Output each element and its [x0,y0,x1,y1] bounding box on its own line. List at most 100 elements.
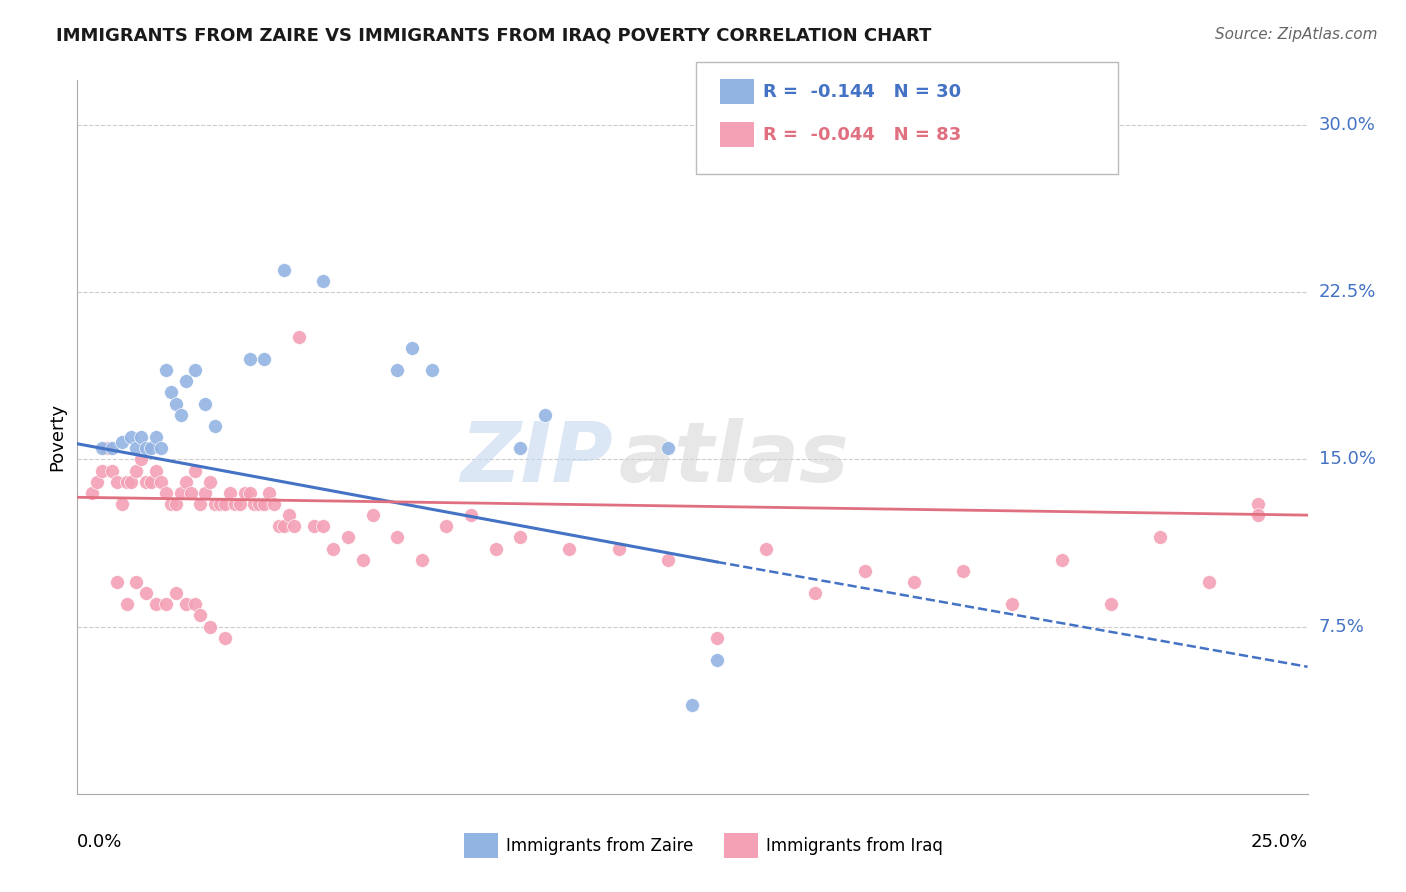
Point [184,363,207,377]
Point [337,530,360,544]
Text: ZIP: ZIP [460,418,613,499]
Point [204,497,226,511]
Point [111,434,132,449]
Point [312,519,335,533]
Point [155,485,177,500]
Point [105,574,128,589]
Point [129,430,153,444]
Point [509,530,531,544]
Text: 0.0%: 0.0% [77,833,122,851]
Point [194,485,217,500]
Point [125,442,148,455]
Point [180,485,202,500]
Point [125,464,148,478]
Point [706,653,728,667]
Point [135,586,157,600]
Text: atlas: atlas [619,418,849,499]
Point [278,508,301,523]
Point [1247,508,1270,523]
Point [224,497,246,511]
Point [219,485,242,500]
Point [184,464,207,478]
Point [322,541,344,556]
Point [952,564,974,578]
Point [160,497,183,511]
Point [558,541,581,556]
Point [804,586,827,600]
Point [209,497,232,511]
Point [145,430,167,444]
Point [170,485,193,500]
Point [214,497,236,511]
Point [607,541,630,556]
Text: 15.0%: 15.0% [1319,450,1375,468]
Point [174,375,197,389]
Point [1099,598,1122,612]
Point [288,330,311,344]
Point [302,519,325,533]
Point [436,519,458,533]
Point [105,475,128,489]
Point [214,631,236,645]
Point [188,608,212,623]
Point [82,485,104,500]
Point [165,586,187,600]
Point [239,485,262,500]
Point [269,519,291,533]
Point [657,552,679,567]
Point [141,475,163,489]
Point [86,475,108,489]
Point [200,475,222,489]
Text: Immigrants from Zaire: Immigrants from Zaire [506,837,693,855]
Point [174,475,197,489]
Point [90,442,114,455]
Point [411,552,433,567]
Point [174,598,197,612]
Point [657,442,679,455]
Point [145,464,167,478]
Point [385,530,409,544]
Point [150,475,173,489]
Point [188,497,212,511]
Point [385,363,409,377]
Point [263,497,285,511]
Point [200,619,222,633]
Point [115,598,138,612]
Point [101,442,124,455]
Text: R =  -0.144   N = 30: R = -0.144 N = 30 [763,83,962,101]
Point [253,351,276,366]
Text: Immigrants from Iraq: Immigrants from Iraq [766,837,943,855]
Point [121,430,143,444]
Point [401,341,423,355]
Point [194,396,217,410]
Point [853,564,876,578]
Point [228,497,252,511]
Point [204,418,226,433]
Point [141,442,163,455]
Point [534,408,557,422]
Point [243,497,266,511]
Point [273,263,295,277]
Point [155,598,177,612]
Point [135,475,157,489]
Point [115,475,138,489]
Point [903,574,925,589]
Point [145,598,167,612]
Point [150,442,173,455]
Point [135,442,157,455]
Point [160,385,183,400]
Point [184,598,207,612]
Point [121,475,143,489]
Point [485,541,508,556]
Text: 30.0%: 30.0% [1319,116,1375,134]
Point [352,552,374,567]
Text: R =  -0.044   N = 83: R = -0.044 N = 83 [763,126,962,144]
Point [239,351,262,366]
Point [129,452,153,467]
Point [273,519,295,533]
Point [1149,530,1171,544]
Y-axis label: Poverty: Poverty [48,403,66,471]
Point [420,363,443,377]
Text: 7.5%: 7.5% [1319,617,1365,636]
Point [125,574,148,589]
